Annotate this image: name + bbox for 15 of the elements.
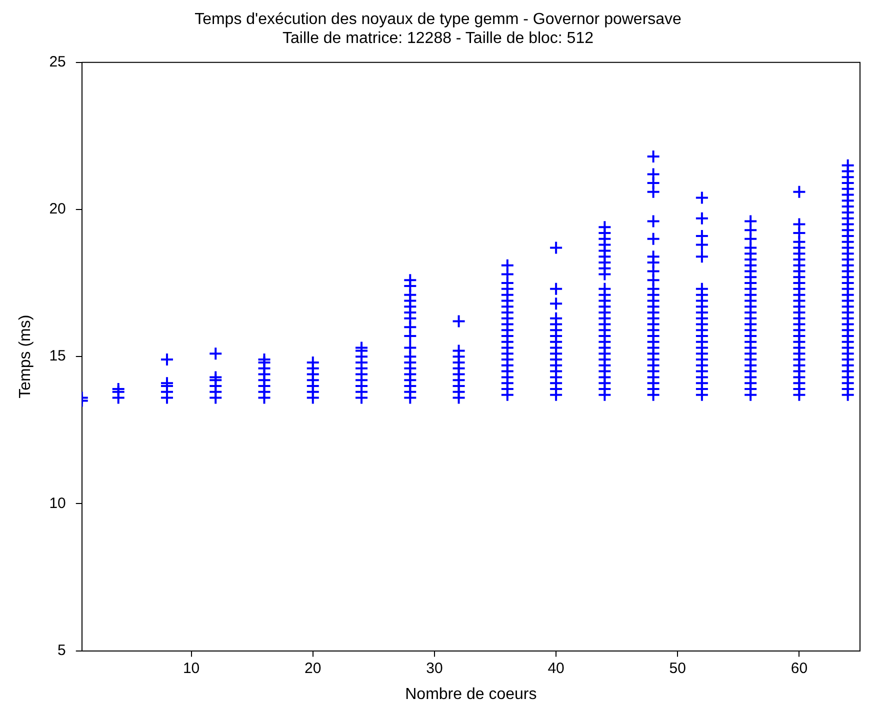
x-tick-label: 20 <box>304 660 322 677</box>
chart-title: Temps d'exécution des noyaux de type gemm - Governor powersave <box>194 11 682 28</box>
x-axis-title: Nombre de coeurs <box>405 686 537 703</box>
x-tick-label: 10 <box>182 660 200 677</box>
y-tick-label: 25 <box>49 54 66 71</box>
chart-subtitle: Taille de matrice: 12288 - Taille de bloc: 512 <box>282 30 594 48</box>
y-tick-label: 20 <box>49 200 66 218</box>
y-tick-label: 5 <box>58 642 66 659</box>
y-tick-label: 15 <box>49 348 66 365</box>
x-tick-label: 50 <box>669 660 686 677</box>
y-axis-title: Temps (ms) <box>17 314 34 398</box>
x-tick-label: 60 <box>790 660 808 677</box>
y-tick-label: 10 <box>49 494 66 512</box>
x-tick-label: 40 <box>548 660 564 677</box>
x-tick-label: 30 <box>426 660 443 677</box>
